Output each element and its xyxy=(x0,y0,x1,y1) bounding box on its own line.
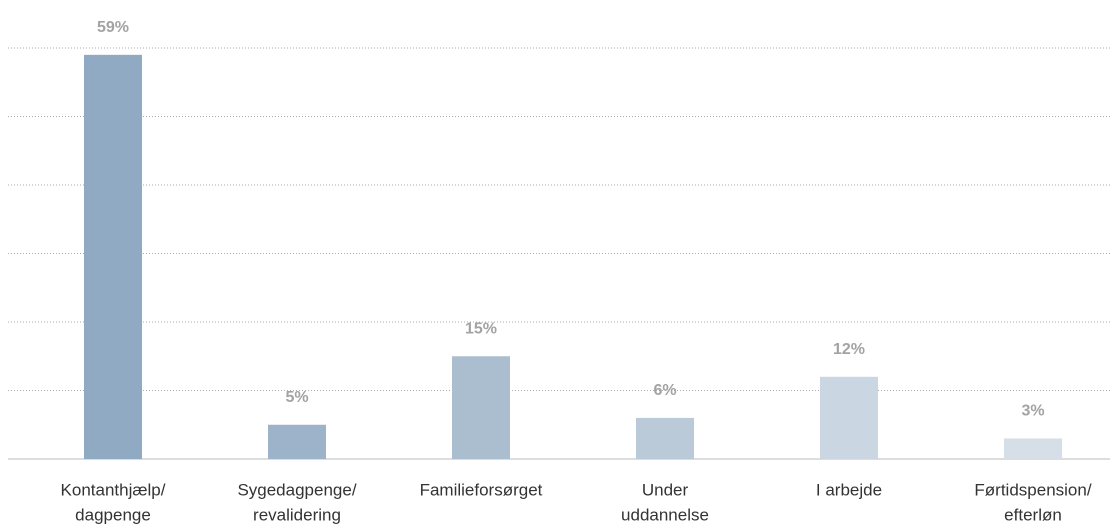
value-label: 6% xyxy=(653,382,676,399)
x-tick-label: uddannelse xyxy=(621,505,709,524)
value-label: 15% xyxy=(465,320,497,337)
x-tick-label: Kontanthjælp/ xyxy=(61,480,166,499)
value-label: 3% xyxy=(1021,403,1044,420)
bar xyxy=(820,376,878,459)
value-label: 12% xyxy=(833,341,865,358)
bar xyxy=(452,356,510,459)
x-tick-label: revalidering xyxy=(253,505,341,524)
x-tick-label: dagpenge xyxy=(75,505,151,524)
x-tick-label: Familieforsørget xyxy=(420,480,543,499)
x-tick-label: efterløn xyxy=(1004,505,1062,524)
bar xyxy=(1004,438,1062,459)
x-tick-label: Sygedagpenge/ xyxy=(237,480,356,499)
bar xyxy=(84,54,142,459)
x-tick-label: Førtidspension/ xyxy=(974,480,1091,499)
value-label: 59% xyxy=(97,19,129,36)
bar xyxy=(636,417,694,459)
x-tick-label: Under xyxy=(642,480,689,499)
bar xyxy=(268,424,326,459)
x-tick-label: I arbejde xyxy=(816,480,882,499)
value-label: 5% xyxy=(285,389,308,406)
